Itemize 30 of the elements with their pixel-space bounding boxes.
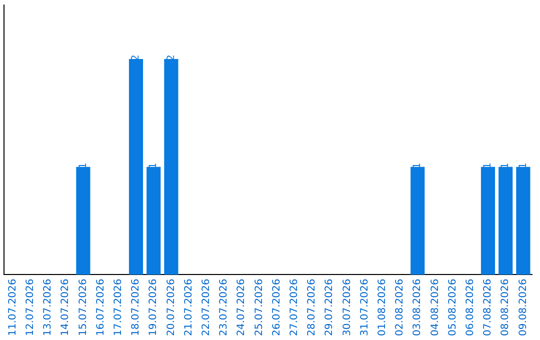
x-tick-label: 13.07.2026 <box>42 278 54 336</box>
x-tick-label: 26.07.2026 <box>271 278 282 336</box>
x-tick-label: 20.07.2026 <box>166 278 177 336</box>
x-tick-label: 06.08.2026 <box>464 278 476 336</box>
x-tick-label: 11.07.2026 <box>7 278 18 336</box>
x-tick-label: 15.07.2026 <box>78 278 89 336</box>
x-tick-label: 05.08.2026 <box>447 278 458 336</box>
x-tick-label: 08.08.2026 <box>500 278 512 336</box>
x-tick-label: 07.08.2026 <box>482 278 494 336</box>
x-tick-label: 19.07.2026 <box>148 278 160 336</box>
x-tick-label: 12.07.2026 <box>24 278 36 336</box>
x-tick-label: 30.07.2026 <box>342 278 353 336</box>
x-tick-label: 29.07.2026 <box>324 278 336 336</box>
x-tick-label: 14.07.2026 <box>60 278 72 336</box>
x-tick-label: 27.07.2026 <box>288 278 300 336</box>
x-tick-label: 17.07.2026 <box>112 278 124 336</box>
x-tick-label: 23.07.2026 <box>218 278 230 336</box>
x-tick-label: 09.08.2026 <box>518 278 529 336</box>
x-tick-label: 22.07.2026 <box>200 278 212 336</box>
x-tick-label: 21.07.2026 <box>183 278 194 336</box>
x-tick-label: 01.08.2026 <box>376 278 388 336</box>
x-tick-label: 18.07.2026 <box>130 278 142 336</box>
x-tick-label: 31.07.2026 <box>359 278 370 336</box>
x-tick-label: 24.07.2026 <box>236 278 248 336</box>
x-tick-label: 04.08.2026 <box>430 278 441 336</box>
x-tick-label: 16.07.2026 <box>95 278 106 336</box>
x-tick-label: 28.07.2026 <box>306 278 318 336</box>
x-tick-label: 25.07.2026 <box>254 278 265 336</box>
x-tick-label: 02.08.2026 <box>394 278 406 336</box>
x-tick-label: 03.08.2026 <box>412 278 424 336</box>
